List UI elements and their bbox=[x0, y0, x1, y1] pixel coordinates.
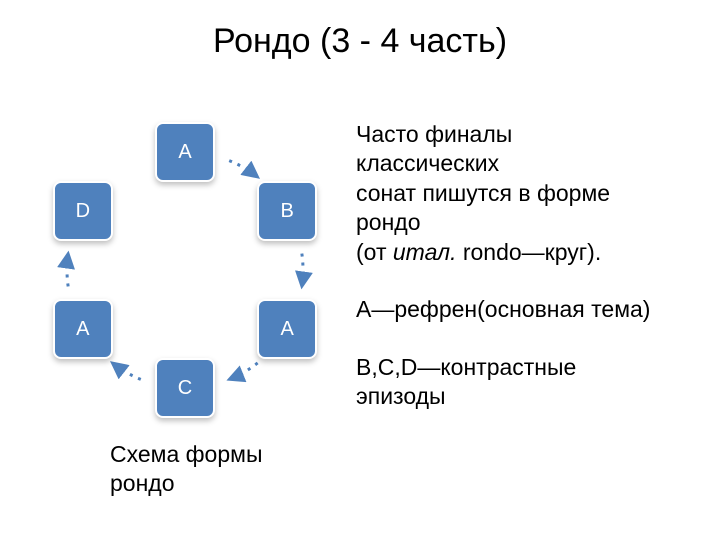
node-a2: A bbox=[257, 299, 317, 359]
para1-l5-italic: итал. bbox=[393, 239, 457, 265]
node-a1: A bbox=[155, 122, 215, 182]
caption-text: Схема формырондо bbox=[110, 441, 263, 496]
diagram-caption: Схема формырондо bbox=[110, 440, 263, 498]
description-para2: А—рефрен(основная тема) bbox=[356, 295, 711, 324]
description: Часто финалы классических сонат пишутся … bbox=[356, 120, 711, 412]
para2-text: А—рефрен(основная тема) bbox=[356, 296, 650, 322]
node-c: C bbox=[155, 358, 215, 418]
description-para3: B,C,D—контрастные эпизоды bbox=[356, 353, 711, 412]
para3-l2: эпизоды bbox=[356, 383, 446, 409]
arc-A2-C bbox=[229, 363, 257, 379]
page-title: Рондо (3 - 4 часть) bbox=[0, 0, 720, 61]
node-a3: A bbox=[53, 299, 113, 359]
node-d: D bbox=[53, 181, 113, 241]
para1-l2: классических bbox=[356, 150, 499, 176]
para1-l5-prefix: (от bbox=[356, 239, 393, 265]
rondo-diagram: ABACAD bbox=[30, 110, 340, 430]
arc-A3-D bbox=[67, 254, 68, 287]
para3-l1: B,C,D—контрастные bbox=[356, 354, 576, 380]
description-para1: Часто финалы классических сонат пишутся … bbox=[356, 120, 711, 267]
para1-l4: рондо bbox=[356, 209, 421, 235]
para1-l3: сонат пишутся в форме bbox=[356, 180, 610, 206]
node-b: B bbox=[257, 181, 317, 241]
arc-B-A2 bbox=[302, 254, 303, 287]
para1-l5-suffix: rondo—круг). bbox=[456, 239, 601, 265]
arc-A1-B bbox=[229, 161, 257, 177]
para1-l1: Часто финалы bbox=[356, 121, 512, 147]
arc-C-A3 bbox=[112, 363, 140, 379]
